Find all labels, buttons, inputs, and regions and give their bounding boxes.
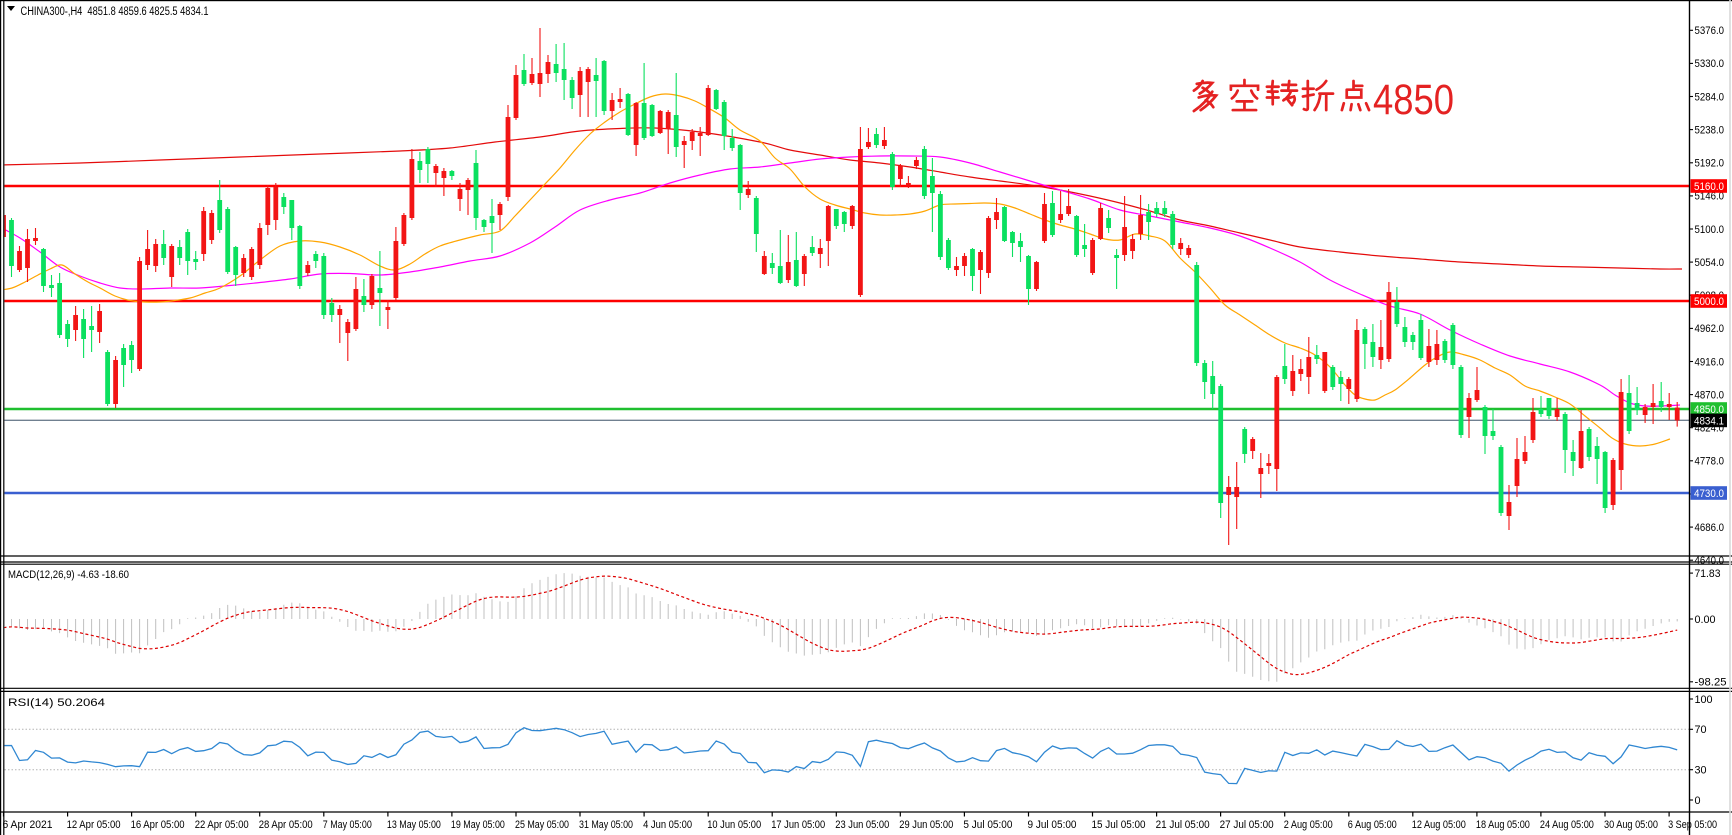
svg-text:12 Apr 05:00: 12 Apr 05:00 xyxy=(67,819,121,831)
svg-text:MACD(12,26,9) -4.63 -18.60: MACD(12,26,9) -4.63 -18.60 xyxy=(8,569,129,581)
svg-text:18 Aug 05:00: 18 Aug 05:00 xyxy=(1476,819,1530,831)
svg-text:5192.0: 5192.0 xyxy=(1695,158,1725,170)
svg-text:5160.0: 5160.0 xyxy=(1694,181,1724,193)
svg-text:23 Jun 05:00: 23 Jun 05:00 xyxy=(835,819,889,831)
svg-text:9 Jul 05:00: 9 Jul 05:00 xyxy=(1028,819,1077,831)
svg-text:29 Jun 05:00: 29 Jun 05:00 xyxy=(899,819,953,831)
svg-text:4778.0: 4778.0 xyxy=(1695,456,1725,468)
svg-text:19 May 05:00: 19 May 05:00 xyxy=(451,819,505,831)
svg-text:4916.0: 4916.0 xyxy=(1695,356,1725,368)
svg-text:4834.1: 4834.1 xyxy=(1694,415,1724,427)
svg-text:4 Jun 05:00: 4 Jun 05:00 xyxy=(643,819,692,831)
svg-text:-98.25: -98.25 xyxy=(1695,677,1727,689)
svg-text:28 Apr 05:00: 28 Apr 05:00 xyxy=(259,819,313,831)
svg-text:4640.0: 4640.0 xyxy=(1695,555,1725,567)
svg-text:5330.0: 5330.0 xyxy=(1695,58,1725,70)
svg-text:100: 100 xyxy=(1695,694,1713,706)
svg-text:16 Apr 05:00: 16 Apr 05:00 xyxy=(131,819,185,831)
svg-text:2 Aug 05:00: 2 Aug 05:00 xyxy=(1284,819,1333,831)
svg-text:6 Aug 05:00: 6 Aug 05:00 xyxy=(1348,819,1397,831)
svg-text:30 Aug 05:00: 30 Aug 05:00 xyxy=(1604,819,1658,831)
svg-text:5146.0: 5146.0 xyxy=(1695,191,1725,203)
svg-text:5100.0: 5100.0 xyxy=(1695,224,1725,236)
svg-text:3 Sep 05:00: 3 Sep 05:00 xyxy=(1668,819,1717,831)
svg-text:6 Apr 2021: 6 Apr 2021 xyxy=(3,819,53,831)
svg-text:30: 30 xyxy=(1695,765,1707,777)
svg-text:21 Jul 05:00: 21 Jul 05:00 xyxy=(1156,819,1210,831)
svg-text:71.83: 71.83 xyxy=(1695,568,1721,580)
svg-text:10 Jun 05:00: 10 Jun 05:00 xyxy=(707,819,761,831)
svg-text:4730.0: 4730.0 xyxy=(1694,488,1724,500)
svg-text:0.00: 0.00 xyxy=(1695,614,1716,626)
svg-text:4850.0: 4850.0 xyxy=(1694,404,1724,416)
svg-text:5376.0: 5376.0 xyxy=(1695,25,1725,37)
svg-text:12 Aug 05:00: 12 Aug 05:00 xyxy=(1412,819,1466,831)
svg-text:4962.0: 4962.0 xyxy=(1695,323,1725,335)
svg-text:70: 70 xyxy=(1695,724,1707,736)
svg-text:22 Apr 05:00: 22 Apr 05:00 xyxy=(195,819,249,831)
svg-text:5 Jul 05:00: 5 Jul 05:00 xyxy=(963,819,1012,831)
svg-text:25 May 05:00: 25 May 05:00 xyxy=(515,819,569,831)
svg-text:5000.0: 5000.0 xyxy=(1694,296,1724,308)
svg-text:4686.0: 4686.0 xyxy=(1695,522,1725,534)
svg-text:13 May 05:00: 13 May 05:00 xyxy=(387,819,441,831)
svg-text:7 May 05:00: 7 May 05:00 xyxy=(323,819,372,831)
svg-text:17 Jun 05:00: 17 Jun 05:00 xyxy=(771,819,825,831)
svg-text:31 May 05:00: 31 May 05:00 xyxy=(579,819,633,831)
svg-text:5054.0: 5054.0 xyxy=(1695,257,1725,269)
svg-text:CHINA300-,H4 4851.8 4859.6 48: CHINA300-,H4 4851.8 4859.6 4825.5 4834.1 xyxy=(21,4,209,18)
svg-text:4870.0: 4870.0 xyxy=(1695,389,1725,401)
svg-text:24 Aug 05:00: 24 Aug 05:00 xyxy=(1540,819,1594,831)
svg-text:5238.0: 5238.0 xyxy=(1695,124,1725,136)
svg-text:0: 0 xyxy=(1695,795,1701,807)
svg-text:5284.0: 5284.0 xyxy=(1695,91,1725,103)
svg-text:4850: 4850 xyxy=(1373,76,1454,124)
svg-text:RSI(14) 50.2064: RSI(14) 50.2064 xyxy=(8,697,105,709)
svg-text:27 Jul 05:00: 27 Jul 05:00 xyxy=(1220,819,1274,831)
svg-text:15 Jul 05:00: 15 Jul 05:00 xyxy=(1092,819,1146,831)
